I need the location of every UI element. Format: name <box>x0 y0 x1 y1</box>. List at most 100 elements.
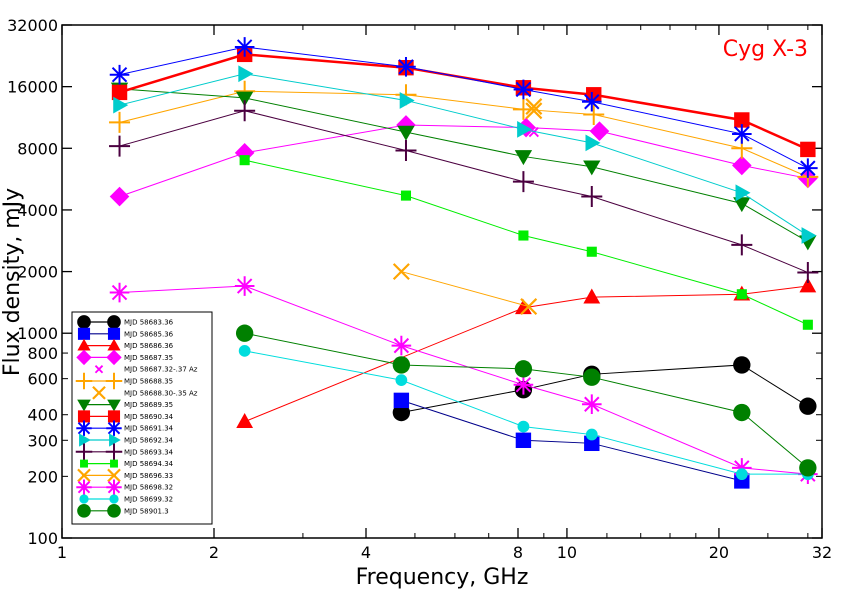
legend-label: MJD 58687.35 <box>124 354 173 362</box>
data-point <box>107 410 121 423</box>
legend-entry: MJD 58688.35 <box>75 372 173 390</box>
y-tick-label: 400 <box>27 406 58 425</box>
legend-label: MJD 58901.3 <box>124 507 169 515</box>
legend-label: MJD 58696.33 <box>124 472 173 480</box>
data-point <box>111 84 128 101</box>
data-point <box>732 458 752 478</box>
data-point <box>513 374 534 395</box>
data-point <box>799 459 817 477</box>
y-tick-label: 2000 <box>17 263 58 282</box>
data-point <box>733 403 751 422</box>
legend-box <box>71 311 213 525</box>
x-tick-label: 32 <box>812 543 832 562</box>
x-axis-title: Frequency, GHz <box>356 565 529 590</box>
legend-entry: MJD 58693.34 <box>75 443 174 461</box>
legend-label: MJD 58690.34 <box>124 413 174 421</box>
data-point <box>581 91 602 112</box>
plot-area-border <box>61 24 823 539</box>
data-point <box>515 299 532 315</box>
data-point <box>585 428 598 441</box>
data-point <box>799 397 817 415</box>
data-point <box>799 277 817 293</box>
data-point <box>518 230 529 241</box>
data-point <box>732 155 752 176</box>
legend-entry: MJD 58901.3 <box>77 503 169 518</box>
data-point <box>581 394 602 415</box>
data-point <box>392 403 411 422</box>
data-point <box>109 64 130 85</box>
data-point <box>77 399 91 412</box>
x-tick-label: 1 <box>57 543 67 562</box>
data-point <box>76 479 92 495</box>
data-point <box>589 121 610 141</box>
data-point <box>392 356 411 374</box>
data-point <box>585 134 601 152</box>
series-line <box>244 159 809 326</box>
data-point <box>583 160 601 176</box>
series-line <box>401 271 529 308</box>
data-point <box>514 150 533 166</box>
data-point <box>514 360 533 378</box>
data-point <box>235 324 254 342</box>
data-point <box>110 459 118 468</box>
series-line <box>119 285 808 475</box>
data-point <box>234 276 255 296</box>
source-annotation: Cyg X-3 <box>723 37 808 62</box>
data-point <box>395 374 408 387</box>
series-7 <box>110 82 817 251</box>
data-point <box>586 246 597 257</box>
data-point <box>733 356 751 374</box>
data-point <box>400 190 412 201</box>
data-point <box>395 140 417 162</box>
data-point <box>109 282 130 303</box>
data-point <box>238 65 254 83</box>
data-point <box>77 468 91 483</box>
data-point <box>512 171 534 193</box>
data-point <box>105 443 123 461</box>
data-point <box>584 435 600 452</box>
legend-entry: MJD 58699.32 <box>79 494 173 504</box>
data-point <box>75 443 93 461</box>
y-tick-label: 1000 <box>17 324 58 343</box>
y-tick-label: 8000 <box>17 139 58 158</box>
y-tick-label: 800 <box>27 344 58 363</box>
series-line <box>119 90 809 178</box>
data-point <box>107 338 121 351</box>
data-point <box>77 315 91 329</box>
data-point <box>109 135 131 157</box>
data-point <box>76 420 92 436</box>
data-point <box>109 111 131 133</box>
legend-entry: MJD 58698.32 <box>76 479 173 495</box>
data-point <box>234 37 255 57</box>
data-point <box>77 338 91 351</box>
data-point <box>397 125 415 141</box>
axis-ticks: 1 2 4 8 10 20 32 100 1000 2000 4000 8000 16000 32000 2… <box>7 16 832 562</box>
series-3 <box>109 115 818 207</box>
x-tick-label: 20 <box>709 543 729 562</box>
data-point <box>79 433 91 447</box>
series-6 <box>525 98 543 120</box>
legend-entry: MJD 58689.35 <box>77 399 173 412</box>
series-11 <box>109 100 819 283</box>
legend-label: MJD 58686.36 <box>124 342 174 350</box>
data-point <box>113 96 129 114</box>
series-1 <box>393 392 750 489</box>
legend-label: MJD 58692.34 <box>124 437 174 445</box>
legend-entry: MJD 58686.36 <box>77 338 174 351</box>
data-point <box>736 289 747 300</box>
legend-entry: MJD 58692.34 <box>79 433 174 447</box>
series-2 <box>236 277 817 428</box>
data-point <box>393 392 410 409</box>
legend-label: MJD 58693.34 <box>124 448 174 456</box>
data-point <box>107 399 121 412</box>
legend-label: MJD 58687.32-.37 Az <box>124 366 198 374</box>
y-tick-label: 32000 <box>7 16 58 35</box>
data-point <box>391 335 412 356</box>
x-tick-label: 2 <box>209 543 219 562</box>
legend-entry: MJD 58683.36 <box>77 315 174 329</box>
data-point <box>107 327 121 340</box>
y-tick-label: 200 <box>27 467 58 486</box>
series-line <box>244 350 808 475</box>
data-point <box>581 186 603 208</box>
